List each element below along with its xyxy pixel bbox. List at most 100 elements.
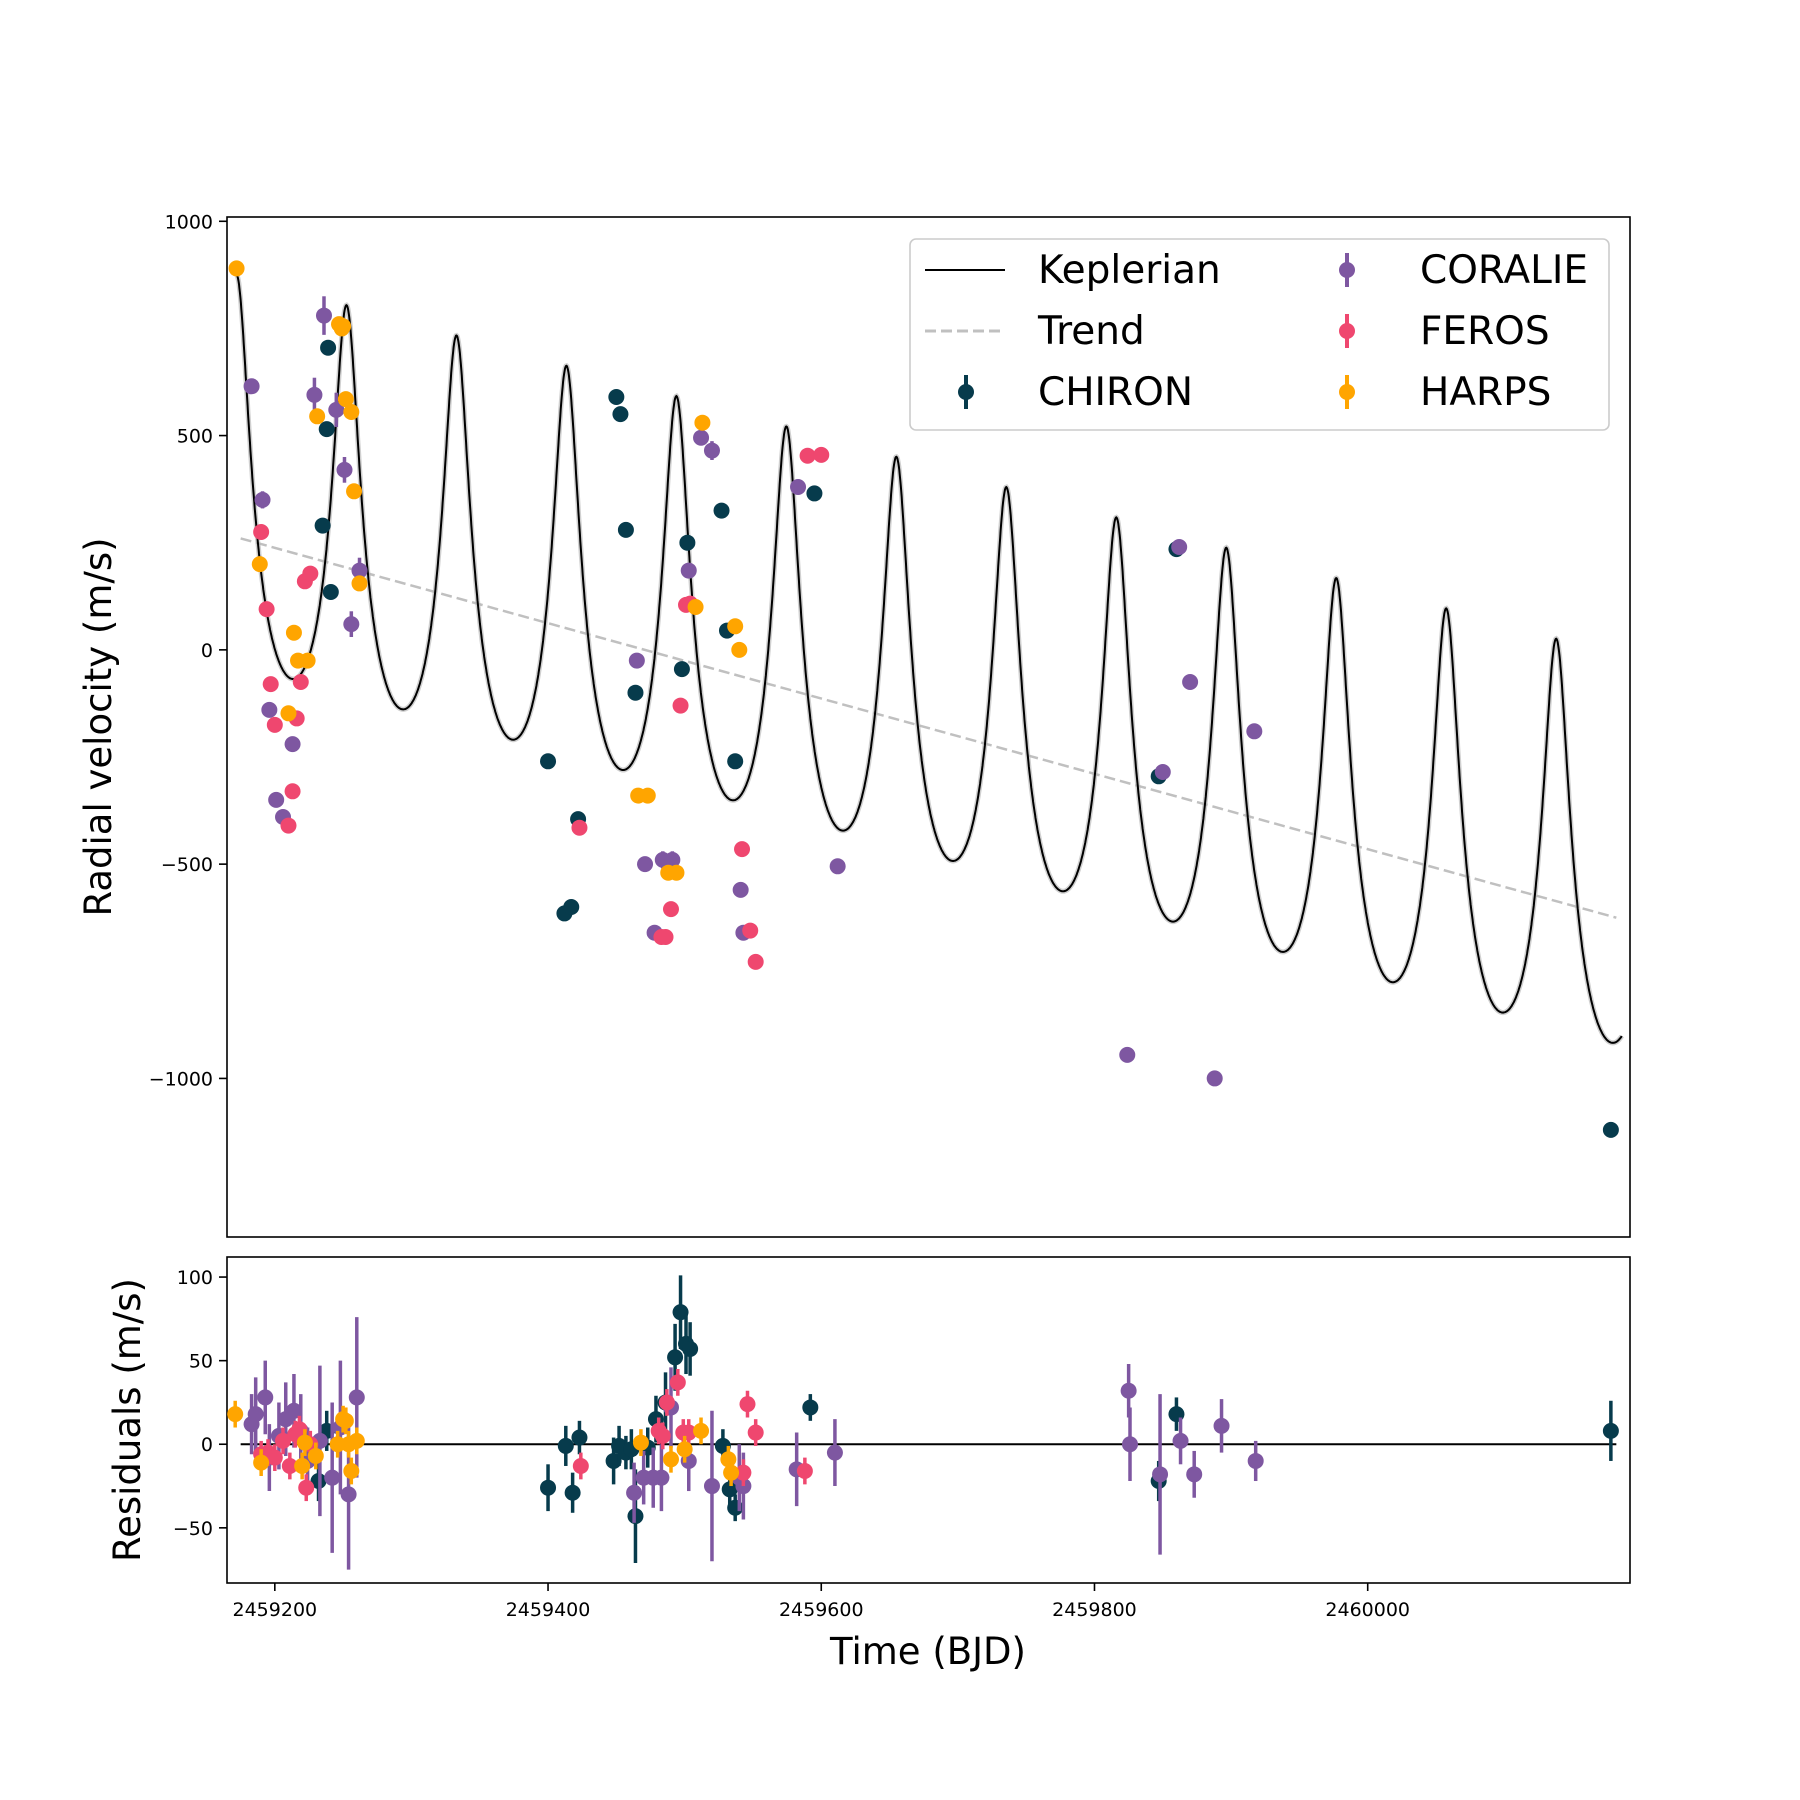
marker-chiron (608, 389, 625, 405)
data-point-harps (727, 618, 744, 635)
rv-y-tick-label: 1000 (165, 211, 213, 233)
data-point-feros (302, 565, 319, 582)
legend-feros-label: FEROS (1420, 309, 1550, 354)
data-point-feros (735, 1459, 752, 1487)
data-point-feros (571, 819, 588, 836)
data-point-chiron (314, 517, 331, 534)
data-point-harps (639, 787, 656, 804)
marker-coralie (351, 562, 368, 579)
marker-harps (694, 414, 711, 431)
residuals-plot-frame (226, 1256, 1631, 1584)
data-point-coralie (1247, 1440, 1264, 1482)
marker-feros (747, 953, 764, 970)
marker-coralie (343, 616, 360, 633)
data-point-chiron (617, 521, 634, 538)
marker-harps (296, 1434, 313, 1451)
rv-y-axis-label: Radial velocity (m/s) (77, 537, 120, 916)
marker-coralie (1213, 1417, 1230, 1434)
legend-chiron-label: CHIRON (1038, 370, 1193, 415)
data-point-harps (343, 1457, 360, 1485)
data-point-feros (281, 1452, 298, 1480)
data-point-chiron (682, 1322, 699, 1376)
marker-coralie (324, 1469, 341, 1486)
data-point-harps (668, 864, 685, 881)
marker-chiron (713, 502, 730, 519)
marker-chiron (682, 1340, 699, 1357)
legend-trend-label: Trend (1037, 309, 1145, 354)
marker-coralie (628, 652, 645, 669)
data-point-harps (343, 404, 360, 420)
marker-chiron (673, 661, 690, 678)
data-point-harps (253, 1449, 270, 1477)
data-point-coralie (306, 377, 323, 412)
residuals-y-tick-label: 50 (189, 1351, 213, 1373)
data-point-feros (813, 446, 830, 463)
marker-feros (280, 817, 297, 834)
data-point-harps (285, 624, 302, 641)
data-point-chiron (627, 684, 644, 701)
data-point-chiron (612, 406, 629, 423)
data-point-chiron (318, 421, 335, 438)
x-tick-label: 2459800 (1052, 1599, 1137, 1621)
data-point-chiron (713, 502, 730, 519)
data-point-harps (723, 1459, 740, 1487)
data-point-coralie (626, 1462, 643, 1523)
rv-y-tick-label: −500 (161, 854, 213, 876)
marker-chiron (627, 684, 644, 701)
data-point-coralie (328, 392, 345, 427)
data-point-coralie (261, 701, 278, 718)
marker-coralie (257, 1389, 274, 1406)
marker-harps (720, 1451, 737, 1468)
marker-coralie (1122, 1436, 1139, 1453)
marker-coralie (1182, 674, 1199, 690)
data-point-harps (337, 1407, 354, 1435)
data-point-coralie (680, 562, 697, 579)
x-tick-label: 2459200 (233, 1599, 318, 1621)
data-point-coralie (1152, 1394, 1169, 1555)
x-tick-label: 2459400 (506, 1599, 591, 1621)
data-point-harps (228, 260, 245, 277)
marker-chiron (563, 899, 580, 915)
marker-coralie (247, 1406, 264, 1423)
marker-coralie (1171, 539, 1188, 555)
data-point-harps (731, 641, 748, 658)
residuals-x-ticks: 2459200 2459400 2459600 2459800 2460000 (233, 1583, 1410, 1621)
marker-coralie (653, 1469, 670, 1486)
data-point-chiron (563, 899, 580, 915)
marker-harps (253, 1454, 270, 1471)
marker-harps (228, 260, 245, 277)
data-point-feros (747, 953, 764, 970)
data-point-feros (669, 1369, 686, 1396)
marker-feros (258, 601, 275, 618)
marker-feros (292, 674, 309, 690)
data-point-feros (284, 783, 301, 800)
data-point-feros (266, 1444, 283, 1471)
data-point-chiron (608, 389, 625, 405)
marker-coralie (336, 461, 353, 478)
data-point-chiron (679, 534, 696, 551)
data-point-feros (796, 1457, 813, 1485)
data-point-harps (294, 1452, 311, 1480)
marker-chiron (806, 485, 823, 502)
marker-chiron (617, 521, 634, 538)
data-point-feros (275, 1427, 292, 1455)
data-point-coralie (343, 611, 360, 637)
data-point-harps (694, 414, 711, 431)
data-point-coralie (829, 858, 846, 875)
data-point-coralie (1122, 1407, 1139, 1482)
marker-coralie (829, 858, 846, 875)
data-point-coralie (1213, 1399, 1230, 1453)
data-point-feros (280, 817, 297, 834)
marker-coralie (626, 1484, 643, 1501)
data-point-harps (329, 1430, 346, 1458)
marker-chiron (318, 421, 335, 438)
legend-harps-label: HARPS (1420, 370, 1551, 415)
data-point-harps (251, 556, 268, 573)
data-point-feros (266, 716, 283, 733)
marker-feros (654, 1427, 671, 1444)
marker-chiron (322, 584, 339, 600)
data-point-feros (258, 601, 275, 618)
marker-chiron (802, 1399, 819, 1416)
